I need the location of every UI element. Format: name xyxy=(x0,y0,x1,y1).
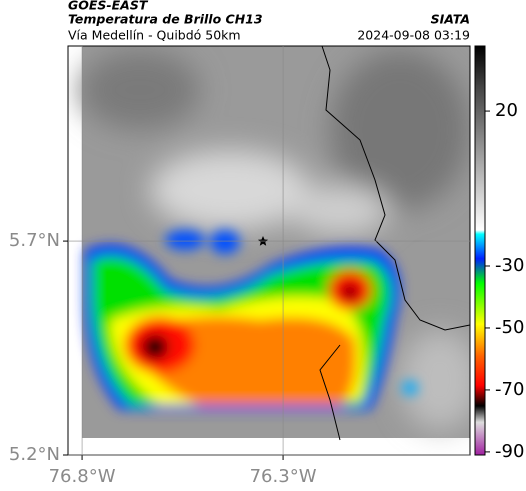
colorbar-tick-label: -90 xyxy=(495,441,524,462)
source: GOES-EAST xyxy=(68,0,149,13)
satellite-image xyxy=(68,46,470,455)
colorbar-tick-label: -50 xyxy=(495,317,524,338)
colorbar-tick-label: -70 xyxy=(495,379,524,400)
y-tick-label: 5.2°N xyxy=(9,444,60,465)
agency: SIATA xyxy=(431,12,470,27)
colorbar-tick-label: -30 xyxy=(495,255,524,276)
colorbar-tick-label: 20 xyxy=(495,100,518,121)
y-tick-label: 5.7°N xyxy=(9,230,60,251)
x-tick-label: 76.3°W xyxy=(250,466,317,487)
x-tick-label: 76.8°W xyxy=(49,466,116,487)
datetime: 2024-09-08 03:19 xyxy=(357,28,470,43)
colorbar xyxy=(474,45,486,456)
subtitle: Vía Medellín - Quibdó 50km xyxy=(68,28,241,43)
title: Temperatura de Brillo CH13 xyxy=(68,12,263,27)
